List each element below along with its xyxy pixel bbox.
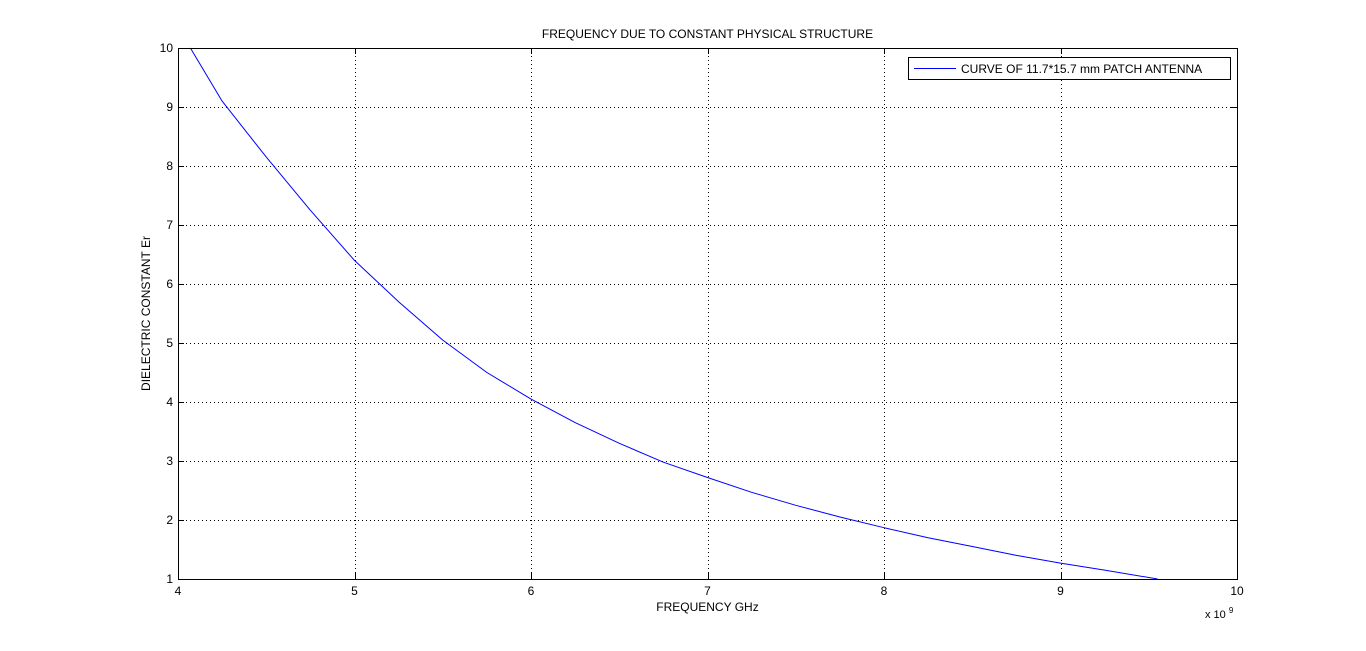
y-axis-label: DIELECTRIC CONSTANT Er xyxy=(139,236,153,391)
y-tick-label: 9 xyxy=(166,100,173,114)
legend: CURVE OF 11.7*15.7 mm PATCH ANTENNA xyxy=(908,57,1231,80)
series-layer xyxy=(189,47,1158,580)
x-tick-label: 4 xyxy=(175,584,182,598)
x-axis-label: FREQUENCY GHz xyxy=(656,600,758,614)
y-tick-label: 5 xyxy=(166,336,173,350)
y-tick-label: 3 xyxy=(166,454,173,468)
y-tick-label: 2 xyxy=(166,513,173,527)
y-tick-label: 7 xyxy=(166,218,173,232)
x-tick-label: 9 xyxy=(1057,584,1064,598)
x-tick-label: 10 xyxy=(1230,584,1244,598)
plot-area xyxy=(178,48,1237,579)
x-axis-exponent: x 10 9 xyxy=(1205,606,1234,621)
x-tick-label: 5 xyxy=(351,584,358,598)
tick-labels: 4 5 6 7 8 9 10 1 2 3 4 5 6 7 8 9 10 xyxy=(160,41,1244,598)
legend-box xyxy=(908,57,1231,80)
x-tick-label: 6 xyxy=(528,584,535,598)
chart-title: FREQUENCY DUE TO CONSTANT PHYSICAL STRUC… xyxy=(542,27,873,41)
x-tick-label: 7 xyxy=(704,584,711,598)
x-tick-label: 8 xyxy=(881,584,888,598)
y-tick-label: 8 xyxy=(166,159,173,173)
x-axis-exponent-power: 9 xyxy=(1229,606,1234,615)
y-tick-label: 10 xyxy=(160,41,174,55)
legend-entry: CURVE OF 11.7*15.7 mm PATCH ANTENNA xyxy=(961,62,1202,76)
plot-frame xyxy=(178,48,1238,580)
series-line xyxy=(189,47,1158,580)
y-tick-label: 4 xyxy=(166,395,173,409)
y-tick-label: 6 xyxy=(166,277,173,291)
grid xyxy=(178,48,1237,579)
y-tick-label: 1 xyxy=(166,572,173,586)
x-axis-exponent-base: x 10 xyxy=(1205,609,1226,621)
